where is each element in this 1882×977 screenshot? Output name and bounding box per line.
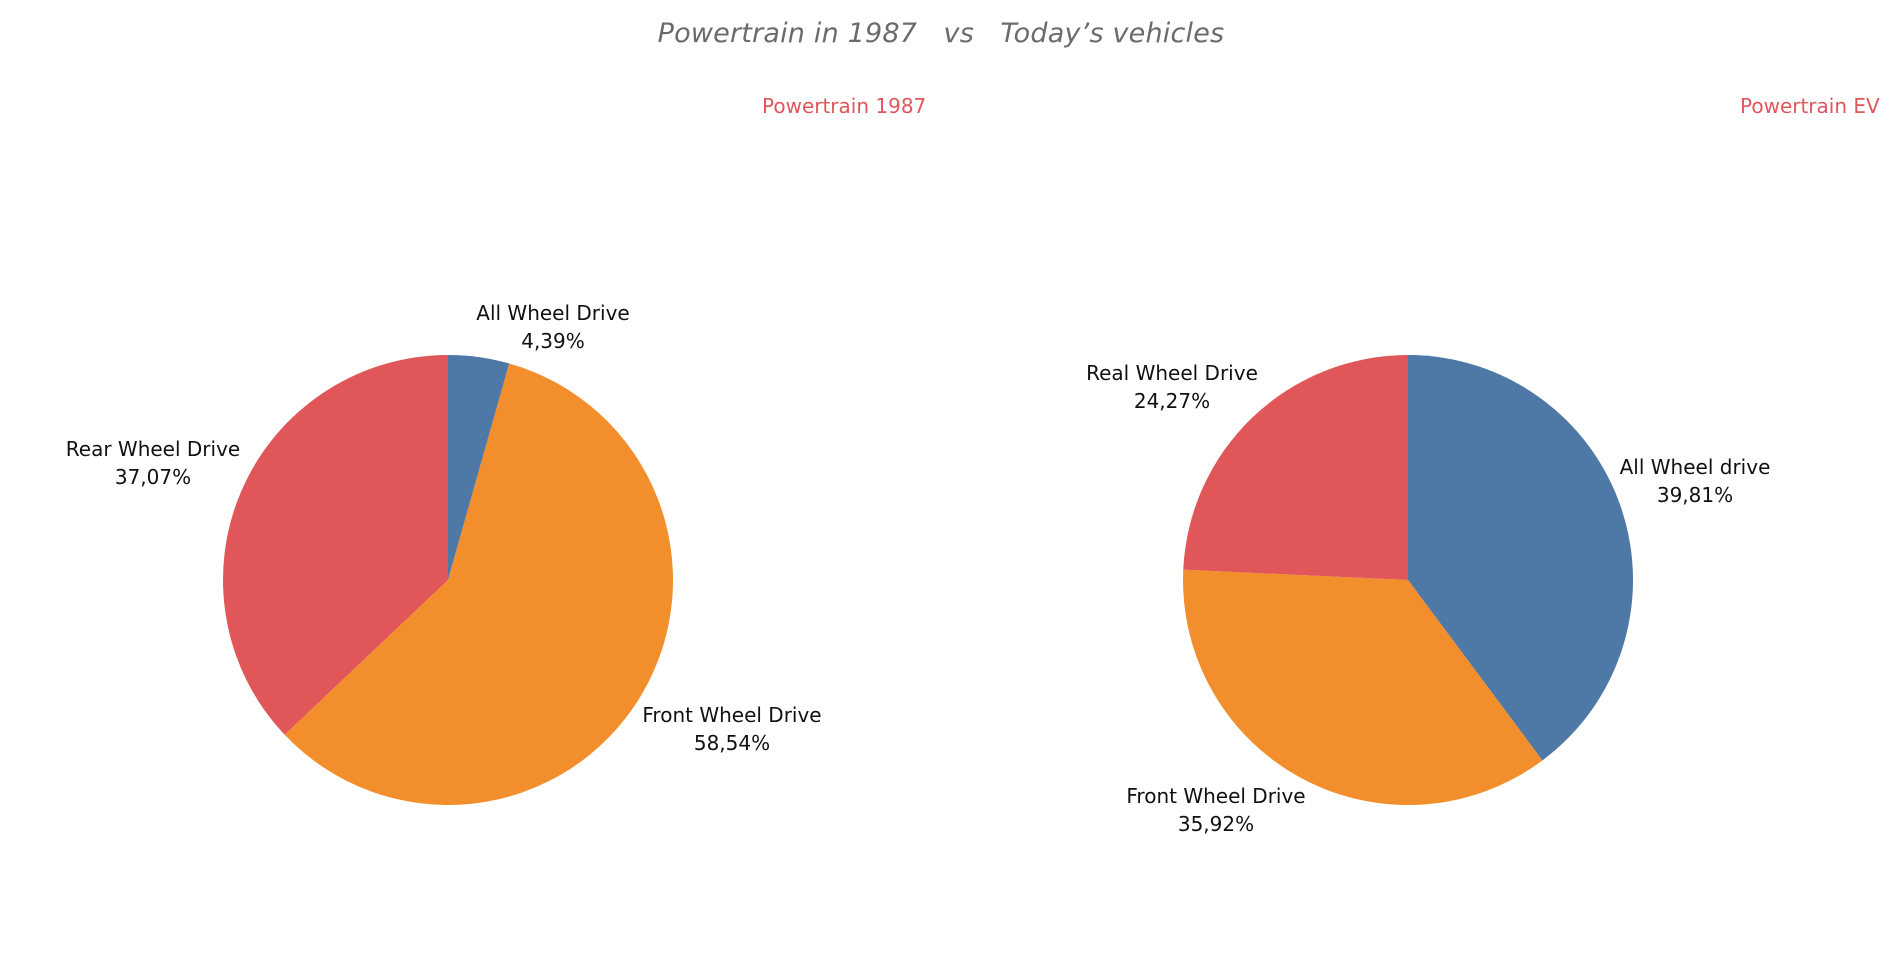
slice-label-name: All Wheel Drive <box>476 301 629 325</box>
slice-label-name: Real Wheel Drive <box>1086 361 1258 385</box>
chart-title-1987: Powertrain 1987 <box>762 94 927 118</box>
slice-label-percent: 39,81% <box>1657 483 1733 507</box>
slice-label-percent: 58,54% <box>694 731 770 755</box>
slice-label-name: All Wheel drive <box>1620 455 1771 479</box>
pie-slice-front-wheel-drive[interactable] <box>284 363 674 806</box>
slice-label-percent: 24,27% <box>1134 389 1210 413</box>
slice-label-percent: 4,39% <box>521 329 585 353</box>
slice-label-all-wheel-drive: All Wheel drive 39,81% <box>1620 455 1771 507</box>
pie-chart-1: All Wheel Drive 4,39% Front Wheel Drive 58,… <box>66 301 822 806</box>
pie-slice-rear-wheel-drive[interactable] <box>223 355 448 735</box>
slice-label-percent: 37,07% <box>115 465 191 489</box>
slice-label-name: Front Wheel Drive <box>1126 784 1305 808</box>
slice-label-name: Front Wheel Drive <box>642 703 821 727</box>
pie-slice-all-wheel-drive[interactable] <box>448 355 510 580</box>
slice-label-name: Rear Wheel Drive <box>66 437 240 461</box>
slice-label-all-wheel-drive: All Wheel Drive 4,39% <box>476 301 629 353</box>
slice-label-rear-wheel-drive: Rear Wheel Drive 37,07% <box>66 437 240 489</box>
pie-chart-2: All Wheel drive 39,81% Front Wheel Drive 35… <box>1086 355 1770 836</box>
chart-title-ev: Powertrain EV <box>1740 94 1880 118</box>
slice-label-front-wheel-drive: Front Wheel Drive 58,54% <box>642 703 821 755</box>
slice-label-real-wheel-drive: Real Wheel Drive 24,27% <box>1086 361 1258 413</box>
slice-label-front-wheel-drive: Front Wheel Drive 35,92% <box>1126 784 1305 836</box>
pie-slice-all-wheel-drive[interactable] <box>1408 355 1634 761</box>
pie-slice-front-wheel-drive[interactable] <box>1183 569 1543 806</box>
main-title: Powertrain in 1987 vs Today’s vehicles <box>657 18 1225 49</box>
slice-label-percent: 35,92% <box>1178 812 1254 836</box>
pie-slice-real-wheel-drive[interactable] <box>1183 355 1408 580</box>
